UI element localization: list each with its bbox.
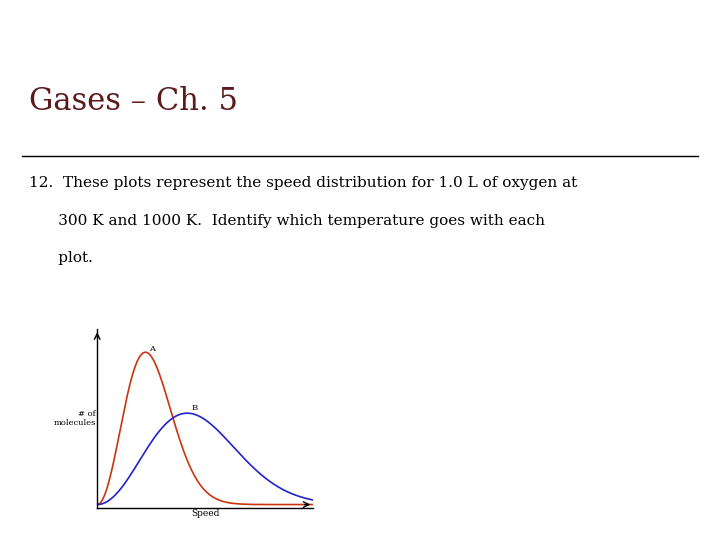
Text: 300 K and 1000 K.  Identify which temperature goes with each: 300 K and 1000 K. Identify which tempera… — [29, 213, 545, 227]
Text: 12.  These plots represent the speed distribution for 1.0 L of oxygen at: 12. These plots represent the speed dist… — [29, 176, 577, 190]
Y-axis label: # of
molecules: # of molecules — [53, 410, 96, 427]
Text: Gases – Ch. 5: Gases – Ch. 5 — [29, 86, 238, 117]
X-axis label: Speed: Speed — [191, 509, 220, 518]
Text: plot.: plot. — [29, 251, 93, 265]
Text: B: B — [192, 404, 198, 412]
Text: A: A — [149, 345, 155, 353]
